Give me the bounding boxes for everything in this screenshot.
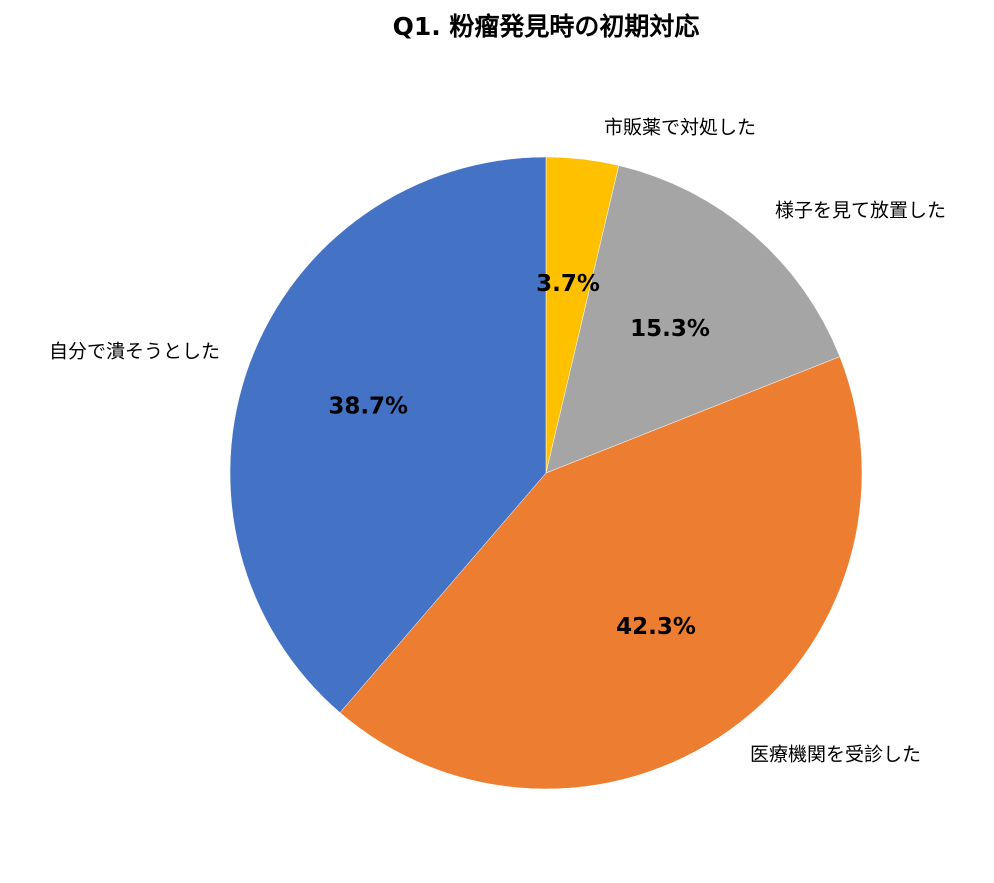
- pie-slice: [545, 165, 841, 474]
- category-label: 自分で潰そうとした: [49, 341, 220, 363]
- category-label: 様子を見て放置した: [775, 200, 946, 222]
- category-label: 医療機関を受診した: [750, 744, 921, 766]
- value-label: 15.3%: [630, 316, 710, 342]
- chart-title: Q1. 粉瘤発見時の初期対応: [393, 12, 700, 41]
- pie-slice: [339, 356, 863, 790]
- value-label: 42.3%: [616, 614, 696, 640]
- value-label: 38.7%: [328, 394, 408, 420]
- value-label: 3.7%: [536, 271, 600, 297]
- pie-slice: [229, 156, 547, 713]
- category-label: 市販薬で対処した: [604, 117, 756, 139]
